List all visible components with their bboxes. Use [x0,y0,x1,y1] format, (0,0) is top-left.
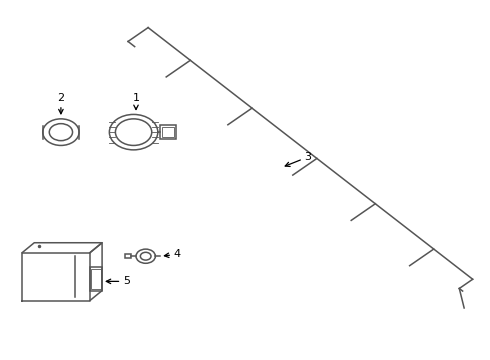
Bar [160,125,176,139]
Text: 4: 4 [164,249,181,260]
Bar [90,267,102,291]
Bar [92,269,100,289]
Bar [162,127,174,137]
Bar [125,254,131,258]
Text: 5: 5 [106,276,130,286]
Text: 2: 2 [57,94,65,114]
Text: 3: 3 [285,152,312,166]
Text: 1: 1 [132,94,140,109]
